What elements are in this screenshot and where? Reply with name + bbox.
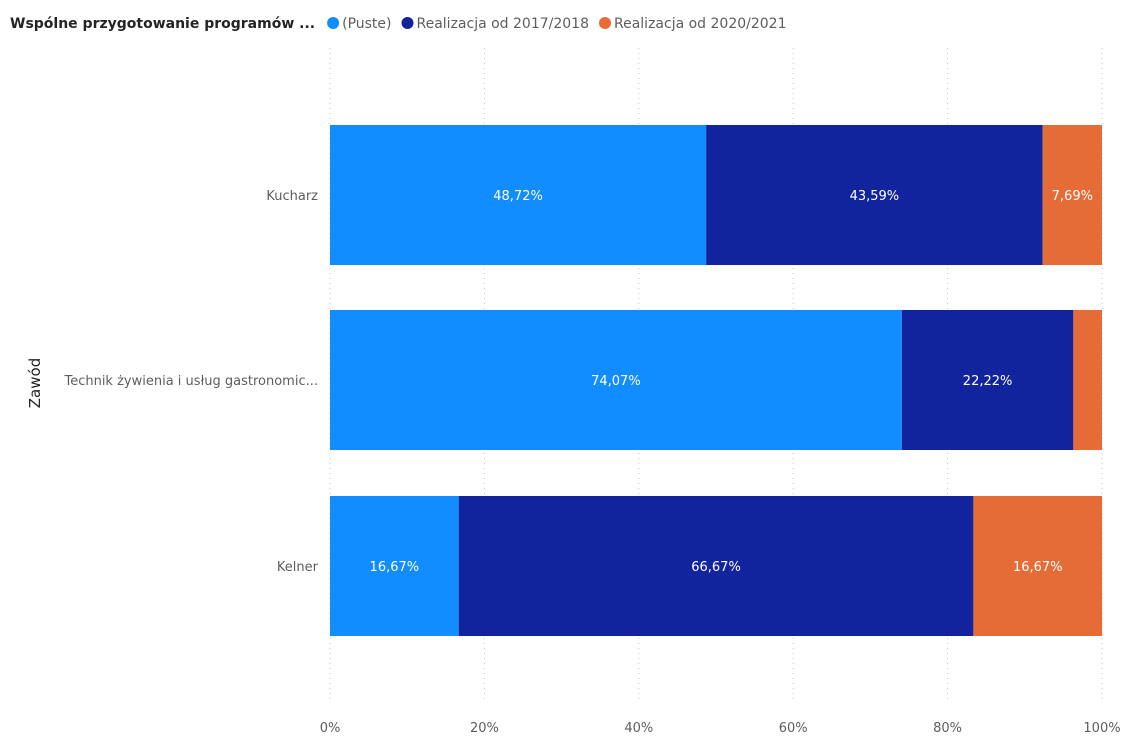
data-label: 74,07%: [591, 374, 641, 389]
data-label: 43,59%: [850, 189, 900, 204]
bar-segment: [330, 496, 459, 636]
data-label: 66,67%: [691, 560, 741, 575]
category-label: Kucharz: [266, 189, 318, 204]
category-label: Kelner: [277, 560, 319, 575]
legend-entry: (Puste): [342, 16, 391, 32]
x-tick-label: 20%: [470, 721, 499, 736]
bar-segment: [1073, 310, 1102, 450]
data-label: 22,22%: [963, 374, 1013, 389]
bar-segment: [330, 125, 707, 265]
bar-segment: [458, 496, 974, 636]
bar-segment: [1042, 125, 1102, 265]
x-tick-label: 40%: [624, 721, 653, 736]
bar-segment: [973, 496, 1103, 636]
category-label: Technik żywienia i usług gastronomic...: [63, 374, 318, 389]
x-tick-label: 60%: [779, 721, 808, 736]
bar-segment: [901, 310, 1074, 450]
x-tick-label: 80%: [933, 721, 962, 736]
data-label: 16,67%: [1013, 560, 1063, 575]
data-label: 7,69%: [1052, 189, 1093, 204]
y-axis-title: Zawód: [26, 358, 44, 408]
legend-marker: [599, 17, 611, 29]
legend-entry: Realizacja od 2017/2018: [417, 16, 590, 32]
legend-marker: [401, 17, 414, 29]
x-tick-label: 100%: [1083, 721, 1120, 736]
legend-marker: [327, 17, 340, 29]
legend-title: Wspólne przygotowanie programów ...: [10, 16, 315, 32]
data-label: 48,72%: [493, 189, 543, 204]
legend-entry: Realizacja od 2020/2021: [614, 16, 787, 32]
bar-segment: [706, 125, 1043, 265]
x-tick-label: 0%: [320, 721, 341, 736]
data-label: 16,67%: [370, 560, 420, 575]
bar-segment: [330, 310, 902, 450]
